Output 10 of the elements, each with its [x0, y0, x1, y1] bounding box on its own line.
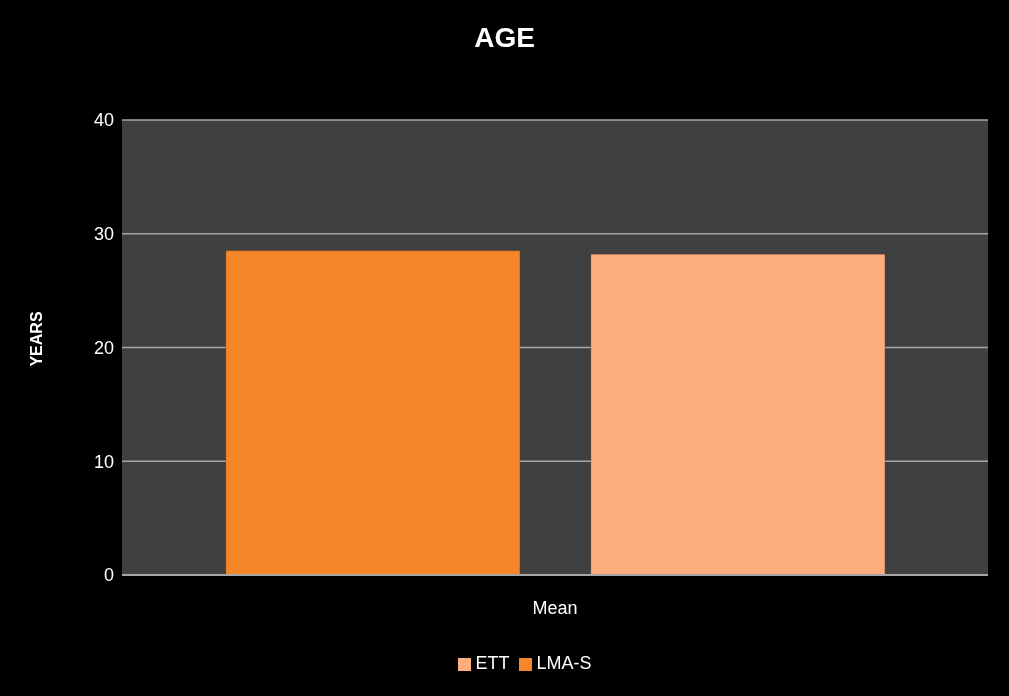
- legend-label: ETT: [475, 653, 510, 673]
- y-tick-label: 40: [93, 110, 114, 131]
- legend-label: LMA-S: [536, 653, 592, 673]
- y-tick-label: 30: [93, 224, 114, 245]
- y-axis-title: YEARS: [28, 311, 46, 367]
- chart-title: AGE: [473, 22, 536, 54]
- y-tick-label: 0: [103, 565, 114, 586]
- y-tick-label: 10: [93, 451, 114, 472]
- y-tick-label: 20: [93, 337, 114, 358]
- x-tick-label: Mean: [532, 597, 578, 618]
